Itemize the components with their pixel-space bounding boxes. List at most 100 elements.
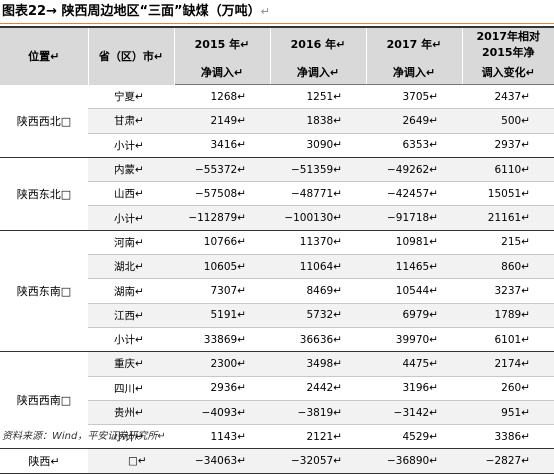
value-2016: 1838↵: [270, 108, 366, 134]
value-2016: −100130↵: [270, 205, 366, 231]
region-cell: 陕西西北□: [0, 84, 88, 158]
value-2016: 3090↵: [270, 133, 366, 158]
subtotal-row: 小计↵ 33869↵ 36636↵ 39970↵ 6101↵: [0, 327, 554, 353]
paragraph-mark-icon: ↵: [260, 5, 270, 18]
value-2017: 2649↵: [366, 108, 462, 134]
value-2017: 3705↵: [366, 84, 462, 110]
value-2016: 1251↵: [270, 84, 366, 110]
header-2015: 2015 年↵: [174, 26, 271, 60]
value-change: 21161↵: [462, 205, 554, 231]
value-2015: 2149↵: [174, 108, 270, 134]
header-2015-sub: 净调入↵: [174, 60, 271, 85]
value-2017: 10981↵: [366, 230, 462, 256]
value-2015: −34063↵: [174, 448, 270, 474]
source-note: 资料来源：Wind，平安证券研究所↵: [2, 431, 166, 442]
province-cell: 河南↵: [88, 230, 174, 256]
value-2015: 33869↵: [174, 327, 270, 353]
province-cell: 重庆↵: [88, 351, 174, 377]
value-change: 2174↵: [462, 351, 554, 377]
value-2017: 6353↵: [366, 133, 462, 158]
header-province: 省（区）市↵: [88, 26, 175, 85]
table-row: 湖南↵ 7307↵ 8469↵ 10544↵ 3237↵: [0, 278, 554, 304]
table-row: 陕西东南□ 河南↵ 10766↵ 11370↵ 10981↵ 215↵: [0, 230, 554, 353]
value-change: 500↵: [462, 108, 554, 134]
value-2015: 10766↵: [174, 230, 270, 256]
value-change: 860↵: [462, 254, 554, 280]
header-2016: 2016 年↵: [270, 26, 367, 60]
value-change: 15051↵: [462, 181, 554, 207]
value-change: 260↵: [462, 376, 554, 401]
value-2015: 1268↵: [174, 84, 270, 110]
province-cell: 甘肃↵: [88, 108, 174, 134]
value-change: 3237↵: [462, 278, 554, 304]
header-2016-sub: 净调入↵: [270, 60, 367, 85]
value-2016: 11064↵: [270, 254, 366, 280]
value-change: 6101↵: [462, 327, 554, 353]
province-cell: 小计↵: [88, 133, 174, 158]
province-cell: 内蒙↵: [88, 157, 174, 183]
header-change: 2017年相对 2015年净: [462, 26, 554, 60]
figure-title: 图表22→ 陕西周边地区“三面”缺煤（万吨）↵: [0, 0, 554, 24]
table-row: 四川↵ 2936↵ 2442↵ 3196↵ 260↵: [0, 376, 554, 401]
province-cell: 小计↵: [88, 327, 174, 353]
table-row: 湖北↵ 10605↵ 11064↵ 11465↵ 860↵: [0, 254, 554, 280]
table-row: 甘肃↵ 2149↵ 1838↵ 2649↵ 500↵: [0, 108, 554, 134]
value-2016: 5732↵: [270, 303, 366, 328]
value-2017: 6979↵: [366, 303, 462, 328]
value-2015: −4093↵: [174, 400, 270, 426]
value-2017: −49262↵: [366, 157, 462, 183]
table-row: 陕西东北□ 内蒙↵ −55372↵ −51359↵ −49262↵ 6110↵: [0, 157, 554, 231]
region-cell: 陕西东南□: [0, 230, 88, 353]
table-row: 陕西西北□ 宁夏↵ 1268↵ 1251↵ 3705↵ 2437↵: [0, 84, 554, 158]
table-row: 陕西西南□ 重庆↵ 2300↵ 3498↵ 4475↵ 2174↵: [0, 351, 554, 450]
value-2015: 2936↵: [174, 376, 270, 401]
total-row: 陕西↵ □↵ −34063↵ −32057↵ −36890↵ −2827↵: [0, 448, 554, 474]
value-2015: −57508↵: [174, 181, 270, 207]
value-2016: 8469↵: [270, 278, 366, 304]
value-2017: 3196↵: [366, 376, 462, 401]
value-2016: −51359↵: [270, 157, 366, 183]
value-change: 1789↵: [462, 303, 554, 328]
province-cell: 湖北↵: [88, 254, 174, 280]
table-row: 山西↵ −57508↵ −48771↵ −42457↵ 15051↵: [0, 181, 554, 207]
value-2017: 10544↵: [366, 278, 462, 304]
header-change-sub: 调入变化↵: [462, 60, 554, 85]
value-2017: 11465↵: [366, 254, 462, 280]
province-cell: 宁夏↵: [88, 84, 174, 110]
value-2016: −48771↵: [270, 181, 366, 207]
value-2015: 7307↵: [174, 278, 270, 304]
value-change: 2437↵: [462, 84, 554, 110]
coal-balance-table: 位置↵ 省（区）市↵ 2015 年↵ 2016 年↵ 2017 年↵ 2017年…: [0, 26, 554, 474]
value-change: −2827↵: [462, 448, 554, 474]
value-2017: −91718↵: [366, 205, 462, 231]
value-2015: 3416↵: [174, 133, 270, 158]
value-2016: −3819↵: [270, 400, 366, 426]
region-cell: 陕西↵: [0, 448, 88, 474]
value-2017: −42457↵: [366, 181, 462, 207]
province-cell: 贵州↵: [88, 400, 174, 426]
value-2015: 5191↵: [174, 303, 270, 328]
value-change: 6110↵: [462, 157, 554, 183]
province-cell: □↵: [88, 448, 174, 474]
value-change: 951↵: [462, 400, 554, 426]
value-2016: 2442↵: [270, 376, 366, 401]
value-2016: 3498↵: [270, 351, 366, 377]
value-2016: −32057↵: [270, 448, 366, 474]
subtotal-row: 小计↵ −112879↵ −100130↵ −91718↵ 21161↵: [0, 205, 554, 231]
province-cell: 山西↵: [88, 181, 174, 207]
table-row: 江西↵ 5191↵ 5732↵ 6979↵ 1789↵: [0, 303, 554, 328]
value-2017: −36890↵: [366, 448, 462, 474]
value-2015: −112879↵: [174, 205, 270, 231]
figure-title-text: 图表22→ 陕西周边地区“三面”缺煤（万吨）: [2, 4, 261, 19]
value-change: 2937↵: [462, 133, 554, 158]
header-2017-sub: 净调入↵: [366, 60, 463, 85]
value-2015: −55372↵: [174, 157, 270, 183]
province-cell: 江西↵: [88, 303, 174, 328]
value-2015: 1143↵: [174, 424, 270, 450]
value-2015: 10605↵: [174, 254, 270, 280]
province-cell: 小计↵: [88, 424, 174, 450]
value-2017: −3142↵: [366, 400, 462, 426]
header-row-2: 净调入↵ 净调入↵ 净调入↵ 调入变化↵: [0, 60, 554, 85]
value-2016: 36636↵: [270, 327, 366, 353]
header-2017: 2017 年↵: [366, 26, 463, 60]
